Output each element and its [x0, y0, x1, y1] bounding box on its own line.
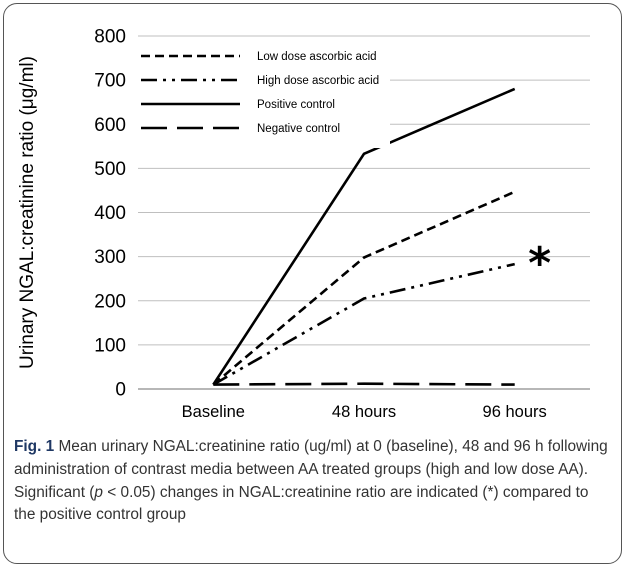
legend-label: Positive control — [257, 99, 335, 111]
figure-caption: Fig. 1 Mean urinary NGAL:creatinine rati… — [14, 436, 612, 527]
series-line — [212, 262, 515, 386]
y-tick-label: 400 — [94, 203, 126, 224]
legend-label: Negative control — [257, 123, 340, 135]
x-tick-label: 96 hours — [483, 403, 547, 421]
line-chart: 0 100 200 300 400 500 600 700 800 Baseline 48 hour… — [17, 27, 590, 421]
x-tick-label: Baseline — [182, 403, 245, 421]
figure-label: Fig. 1 — [14, 438, 55, 455]
series-line — [212, 190, 516, 386]
legend-label: High dose ascorbic acid — [257, 75, 379, 87]
chart-annotations: * — [528, 238, 551, 289]
y-tick-label: 200 — [94, 291, 126, 312]
y-tick-label: 800 — [94, 27, 126, 48]
series-line — [212, 87, 516, 386]
chart-axes: 0 100 200 300 400 500 600 700 800 Baseline 48 hour… — [17, 27, 590, 421]
y-tick-label: 0 — [115, 380, 126, 401]
y-tick-label: 100 — [94, 335, 126, 356]
legend-background — [132, 40, 390, 148]
caption-p-symbol: p — [94, 483, 103, 501]
y-tick-label: 300 — [94, 247, 126, 268]
y-axis-label: Urinary NGAL:creatinine ratio (μg/ml) — [17, 56, 38, 369]
legend-label: Low dose ascorbic acid — [257, 51, 377, 63]
series-line — [213, 382, 515, 386]
chart-series — [212, 87, 516, 386]
chart-legend: Low dose ascorbic acid High dose ascorbic… — [132, 40, 390, 148]
y-tick-label: 600 — [94, 115, 126, 136]
significance-marker: * — [528, 238, 551, 289]
caption-text-2: < 0.05) changes in NGAL:creatinine ratio… — [14, 483, 589, 524]
x-tick-label: 48 hours — [332, 403, 396, 421]
y-tick-label: 700 — [94, 71, 126, 92]
y-tick-label: 500 — [94, 159, 126, 180]
caption-text-1: Mean urinary NGAL:creatinine ratio (ug/m… — [14, 438, 608, 501]
